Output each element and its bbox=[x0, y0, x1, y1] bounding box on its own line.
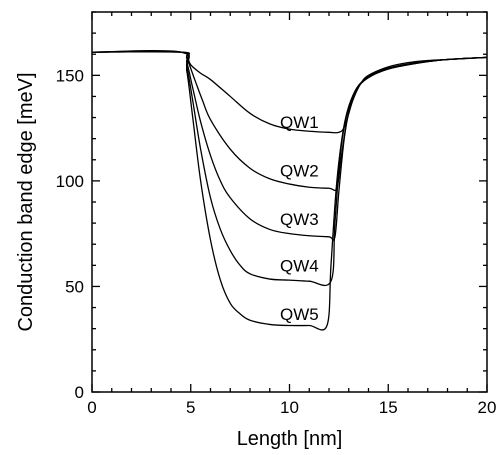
curve-qw5 bbox=[91, 50, 488, 331]
curve-label-qw4: QW4 bbox=[280, 256, 319, 275]
x-tick-label: 20 bbox=[478, 398, 497, 417]
curves bbox=[91, 50, 488, 331]
curve-label-qw2: QW2 bbox=[280, 161, 319, 180]
y-tick-label: 150 bbox=[56, 66, 84, 85]
y-tick-label: 0 bbox=[75, 383, 84, 402]
x-tick-label: 0 bbox=[87, 398, 96, 417]
y-axis-label: Conduction band edge [meV] bbox=[15, 72, 37, 331]
axis-ticks bbox=[91, 11, 488, 393]
x-tick-label: 10 bbox=[280, 398, 299, 417]
tick-labels: 0 5 10 15 20 0 50 100 150 bbox=[56, 66, 497, 417]
curve-qw3 bbox=[91, 50, 488, 241]
curve-qw1 bbox=[91, 51, 488, 134]
curve-label-qw5: QW5 bbox=[280, 305, 319, 324]
y-tick-label: 50 bbox=[65, 277, 84, 296]
plot-frame bbox=[91, 11, 488, 393]
y-tick-label: 100 bbox=[56, 172, 84, 191]
x-tick-label: 15 bbox=[379, 398, 398, 417]
curve-labels: QW1 QW2 QW3 QW4 QW5 bbox=[280, 113, 319, 324]
x-tick-label: 5 bbox=[186, 398, 195, 417]
curve-label-qw3: QW3 bbox=[280, 210, 319, 229]
x-axis-label: Length [nm] bbox=[237, 428, 343, 450]
curve-label-qw1: QW1 bbox=[280, 113, 319, 132]
